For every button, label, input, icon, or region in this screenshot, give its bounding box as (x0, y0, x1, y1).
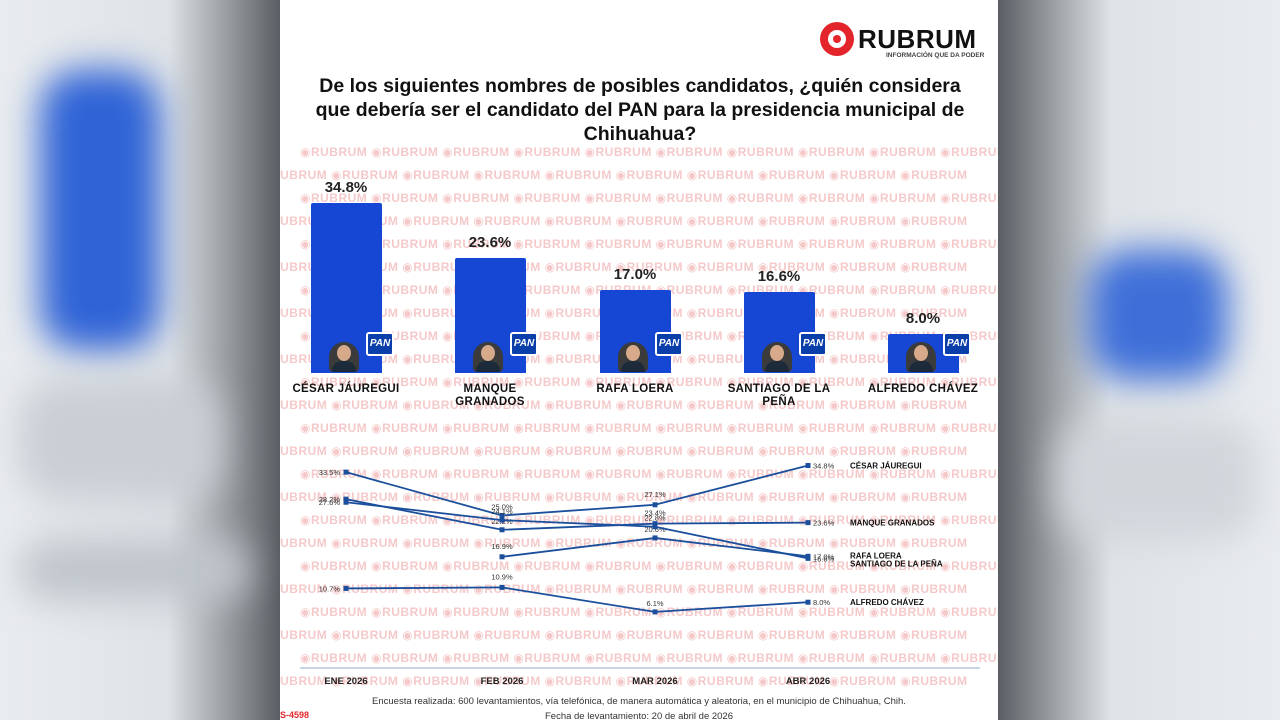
candidate-name-label: SANTIAGO DE LA PEÑA (727, 383, 831, 408)
series-end-label: ALFREDO CHÁVEZ (850, 598, 924, 607)
blurred-background-left (0, 0, 280, 720)
series-line (345, 464, 809, 517)
candidate-name-label: MANQUE GRANADOS (455, 383, 525, 408)
data-label: 10.9% (491, 572, 513, 581)
bar-value-label: 8.0% (905, 309, 941, 327)
candidate-name-label: ALFREDO CHÁVEZ (867, 383, 979, 395)
data-point (343, 585, 349, 591)
data-label: 8.0% (813, 598, 830, 607)
data-point (652, 524, 658, 530)
data-point (343, 499, 349, 505)
rubrum-logo-icon (820, 22, 854, 56)
pan-party-logo: PAN (655, 332, 683, 356)
pan-party-logo: PAN (943, 332, 971, 356)
bar-value-label: 23.6% (468, 233, 512, 251)
data-label: 27.6% (319, 498, 341, 507)
data-point (499, 513, 505, 518)
data-label: 16.9% (491, 542, 513, 551)
data-label: 23.6% (813, 519, 835, 528)
data-label: 6.1% (646, 599, 663, 608)
data-label: 24.1% (491, 507, 513, 516)
bar-value-label: 16.6% (757, 267, 801, 285)
data-point (805, 599, 811, 605)
data-point (652, 609, 658, 615)
data-point (652, 502, 658, 508)
data-label: 33.5% (319, 468, 341, 477)
x-tick-label: FEB 2026 (481, 676, 524, 687)
candidate-photo (329, 342, 359, 372)
data-label: 23.4% (644, 509, 666, 518)
candidate-photo (473, 342, 503, 372)
candidate-photo (906, 342, 936, 372)
data-label: 20.6% (644, 525, 666, 534)
data-point (805, 463, 811, 469)
chart-title: De los siguientes nombres de posibles ca… (315, 75, 965, 145)
rubrum-logo: RUBRUM INFORMACIÓN QUE DA PODER (820, 22, 990, 64)
candidate-photo (618, 342, 648, 372)
candidate-name-label: RAFA LOERA (596, 383, 674, 395)
data-point (805, 520, 811, 526)
pan-party-logo: PAN (366, 332, 394, 356)
x-tick-label: ABR 2026 (786, 676, 830, 687)
bar-value-label: 17.0% (613, 265, 657, 283)
series-line (345, 498, 809, 531)
code-text: S-4598 (280, 710, 310, 720)
data-point (805, 555, 811, 561)
poll-card: ◉RUBRUM ◉RUBRUM ◉RUBRUM ◉RUBRUM ◉RUBRUM … (280, 0, 998, 720)
data-label: 28.2% (319, 495, 341, 504)
data-label: 22.8% (644, 514, 666, 523)
data-point (499, 527, 505, 533)
data-label: 10.7% (319, 584, 341, 593)
data-label: 16.6% (813, 554, 835, 563)
blurred-background-right (998, 0, 1280, 720)
series-line (345, 501, 809, 560)
data-label: 25.0% (491, 503, 513, 512)
survey-method-note: Encuesta realizada: 600 levantamientos, … (372, 696, 906, 707)
bar-value-label: 34.8% (324, 179, 368, 196)
survey-date-note: Fecha de levantamiento: 20 de abril de 2… (544, 711, 734, 720)
data-point (652, 521, 658, 527)
pan-party-logo: PAN (510, 332, 538, 356)
x-tick-label: MAR 2026 (632, 676, 677, 687)
series-end-label: RAFA LOERA (850, 551, 902, 560)
x-tick-label: ENE 2026 (324, 676, 367, 687)
data-label: 17.0% (813, 552, 835, 561)
data-point (343, 469, 349, 475)
series-end-label: SANTIAGO DE LA PEÑA (850, 559, 943, 568)
candidate-photo (762, 342, 792, 372)
data-point (499, 517, 505, 523)
data-label: 27.1% (644, 490, 666, 499)
data-point (499, 584, 505, 590)
candidate-name-label: CÉSAR JÁUREGUI (292, 383, 400, 395)
line-chart: ENE 2026 FEB 2026 MAR 2026 ABR 2026 33.5% 25.… (300, 462, 980, 687)
logo-tagline: INFORMACIÓN QUE DA PODER (886, 52, 985, 59)
series-line (501, 537, 809, 558)
series-line (345, 586, 809, 613)
data-point (652, 535, 658, 541)
series-end-label: MANQUE GRANADOS (850, 519, 935, 528)
data-label: 34.8% (813, 462, 835, 471)
data-point (343, 496, 349, 502)
series-end-label: CÉSAR JÁUREGUI (850, 462, 922, 471)
pan-party-logo: PAN (799, 332, 827, 356)
data-point (499, 554, 505, 560)
logo-name: RUBRUM (858, 24, 977, 54)
